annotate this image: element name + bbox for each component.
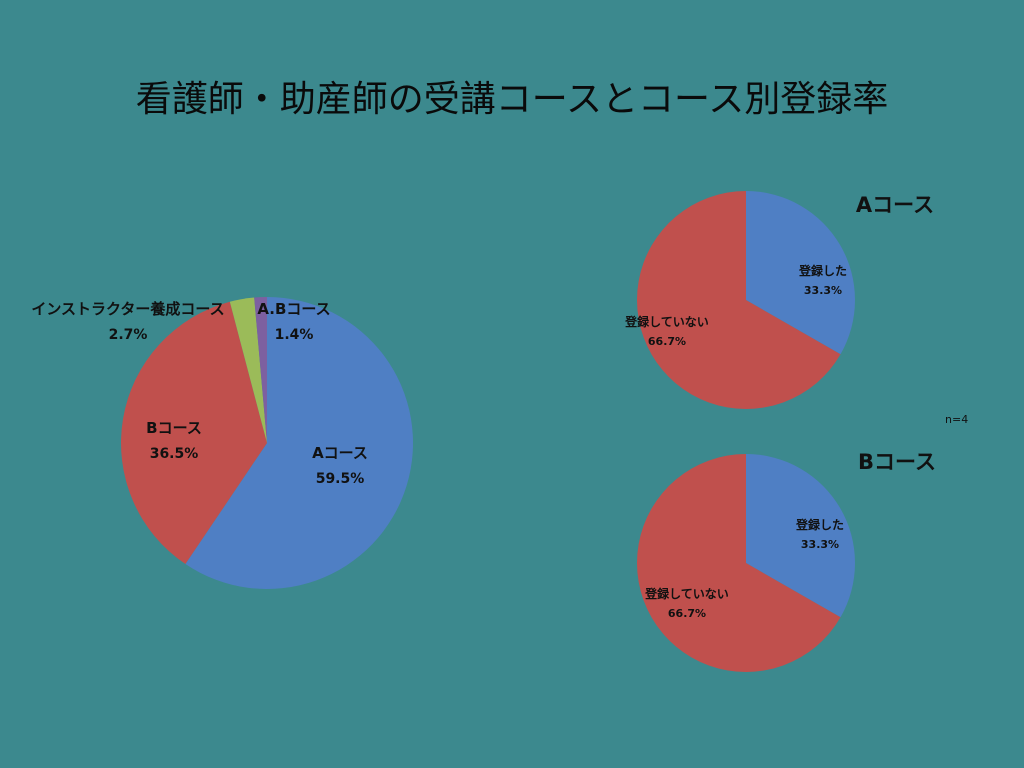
slice-value-label: 2.7% [109, 327, 148, 343]
chart-title: Bコース [858, 450, 936, 474]
pie-chart-3: 登録した 33.3% 登録していない 66.7% Bコース [636, 450, 936, 672]
slice-value-label: 33.3% [804, 284, 842, 297]
pie-slice [121, 301, 267, 565]
slice-name-label: インストラクター養成コース [31, 300, 224, 318]
chart-title: Aコース [856, 193, 934, 217]
pie-chart-2: 登録した 33.3% 登録していない 66.7% Aコース n=4 [624, 190, 968, 426]
slice-value-label: 36.5% [150, 446, 199, 462]
slice-value-label: 1.4% [275, 327, 314, 343]
slice-name-label: 登録していない [644, 586, 729, 601]
slide-title: 看護師・助産師の受講コースとコース別登録率 [135, 79, 889, 120]
slice-name-label: 登録した [795, 517, 844, 532]
slice-name-label: A.Bコース [257, 300, 330, 318]
slice-name-label: 登録していない [624, 314, 709, 329]
pie-slice [185, 297, 414, 589]
pie-slice [746, 454, 855, 618]
pie-slice [636, 190, 841, 409]
pie-chart-1: Aコース 59.5% Bコース 36.5% インストラクター養成コース 2.7% A.Bコー… [31, 297, 414, 589]
slice-value-label: 33.3% [801, 538, 839, 551]
slice-value-label: 66.7% [648, 335, 686, 348]
slice-name-label: 登録した [798, 263, 847, 278]
slice-name-label: Bコース [146, 419, 202, 437]
pie-slice [229, 297, 267, 443]
pie-slice [636, 454, 841, 672]
slice-value-label: 66.7% [668, 607, 706, 620]
pie-slice [746, 191, 855, 355]
slice-value-label: 59.5% [316, 471, 365, 487]
sample-size-note: n=4 [945, 413, 968, 426]
pie-slice [254, 297, 267, 443]
slice-name-label: Aコース [312, 444, 368, 462]
